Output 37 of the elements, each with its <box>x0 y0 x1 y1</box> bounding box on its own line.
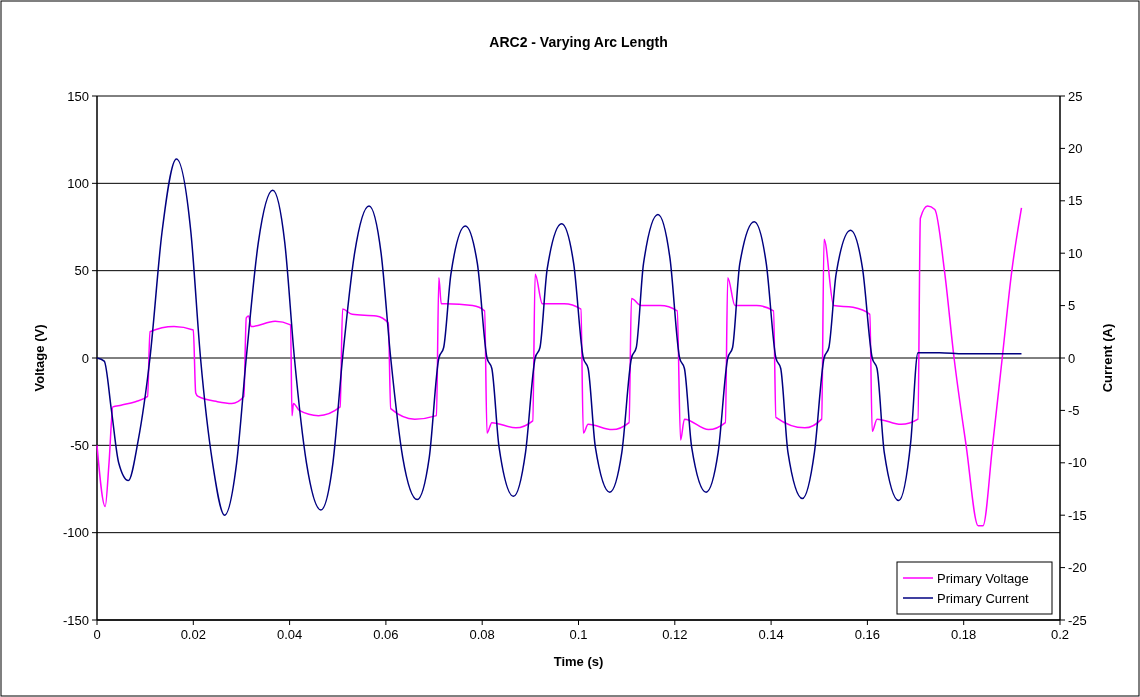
y2-tick-label: 25 <box>1068 88 1083 104</box>
x-tick-label: 0.06 <box>373 627 399 642</box>
y-tick-label: -150 <box>62 612 89 628</box>
y-tick-label: 50 <box>74 263 89 279</box>
x-tick-label: 0.18 <box>951 627 977 642</box>
y2-tick-label: -25 <box>1068 612 1087 628</box>
chart-title: ARC2 - Varying Arc Length <box>489 34 668 50</box>
y-tick-label: 0 <box>81 350 89 366</box>
x-tick-label: 0.08 <box>469 627 495 642</box>
x-tick-label: 0 <box>93 627 101 642</box>
x-tick-label: 0.14 <box>758 627 784 642</box>
x-tick-label: 0.16 <box>854 627 881 642</box>
y2-tick-label: 5 <box>1068 298 1076 314</box>
y-tick-label: 150 <box>67 88 89 104</box>
y2-tick-label: -20 <box>1068 560 1087 576</box>
x-tick-label: 0.12 <box>662 627 688 642</box>
y-tick-label: 100 <box>67 175 89 191</box>
y2-tick-label: -5 <box>1068 402 1080 418</box>
y-tick-label: -100 <box>62 525 89 541</box>
y2-tick-label: 10 <box>1068 245 1083 261</box>
y2-axis-title: Current (A) <box>1100 323 1115 393</box>
y2-tick-label: 0 <box>1068 350 1076 366</box>
line-series <box>96 158 1023 516</box>
y-tick-label: -50 <box>70 437 89 453</box>
legend-label: Primary Voltage <box>937 571 1029 586</box>
y-axis-title: Voltage (V) <box>32 324 47 392</box>
legend-label: Primary Current <box>937 591 1030 606</box>
x-tick-label: 0.1 <box>569 627 588 642</box>
x-axis-title: Time (s) <box>553 654 604 669</box>
y2-tick-label: -15 <box>1068 507 1087 523</box>
line-series <box>96 205 1023 527</box>
x-tick-label: 0.02 <box>180 627 206 642</box>
y2-tick-label: 20 <box>1068 140 1083 156</box>
x-tick-label: 0.04 <box>276 627 303 642</box>
y2-tick-label: -10 <box>1068 455 1087 471</box>
y2-tick-label: 15 <box>1068 193 1083 209</box>
x-tick-label: 0.2 <box>1050 627 1070 642</box>
